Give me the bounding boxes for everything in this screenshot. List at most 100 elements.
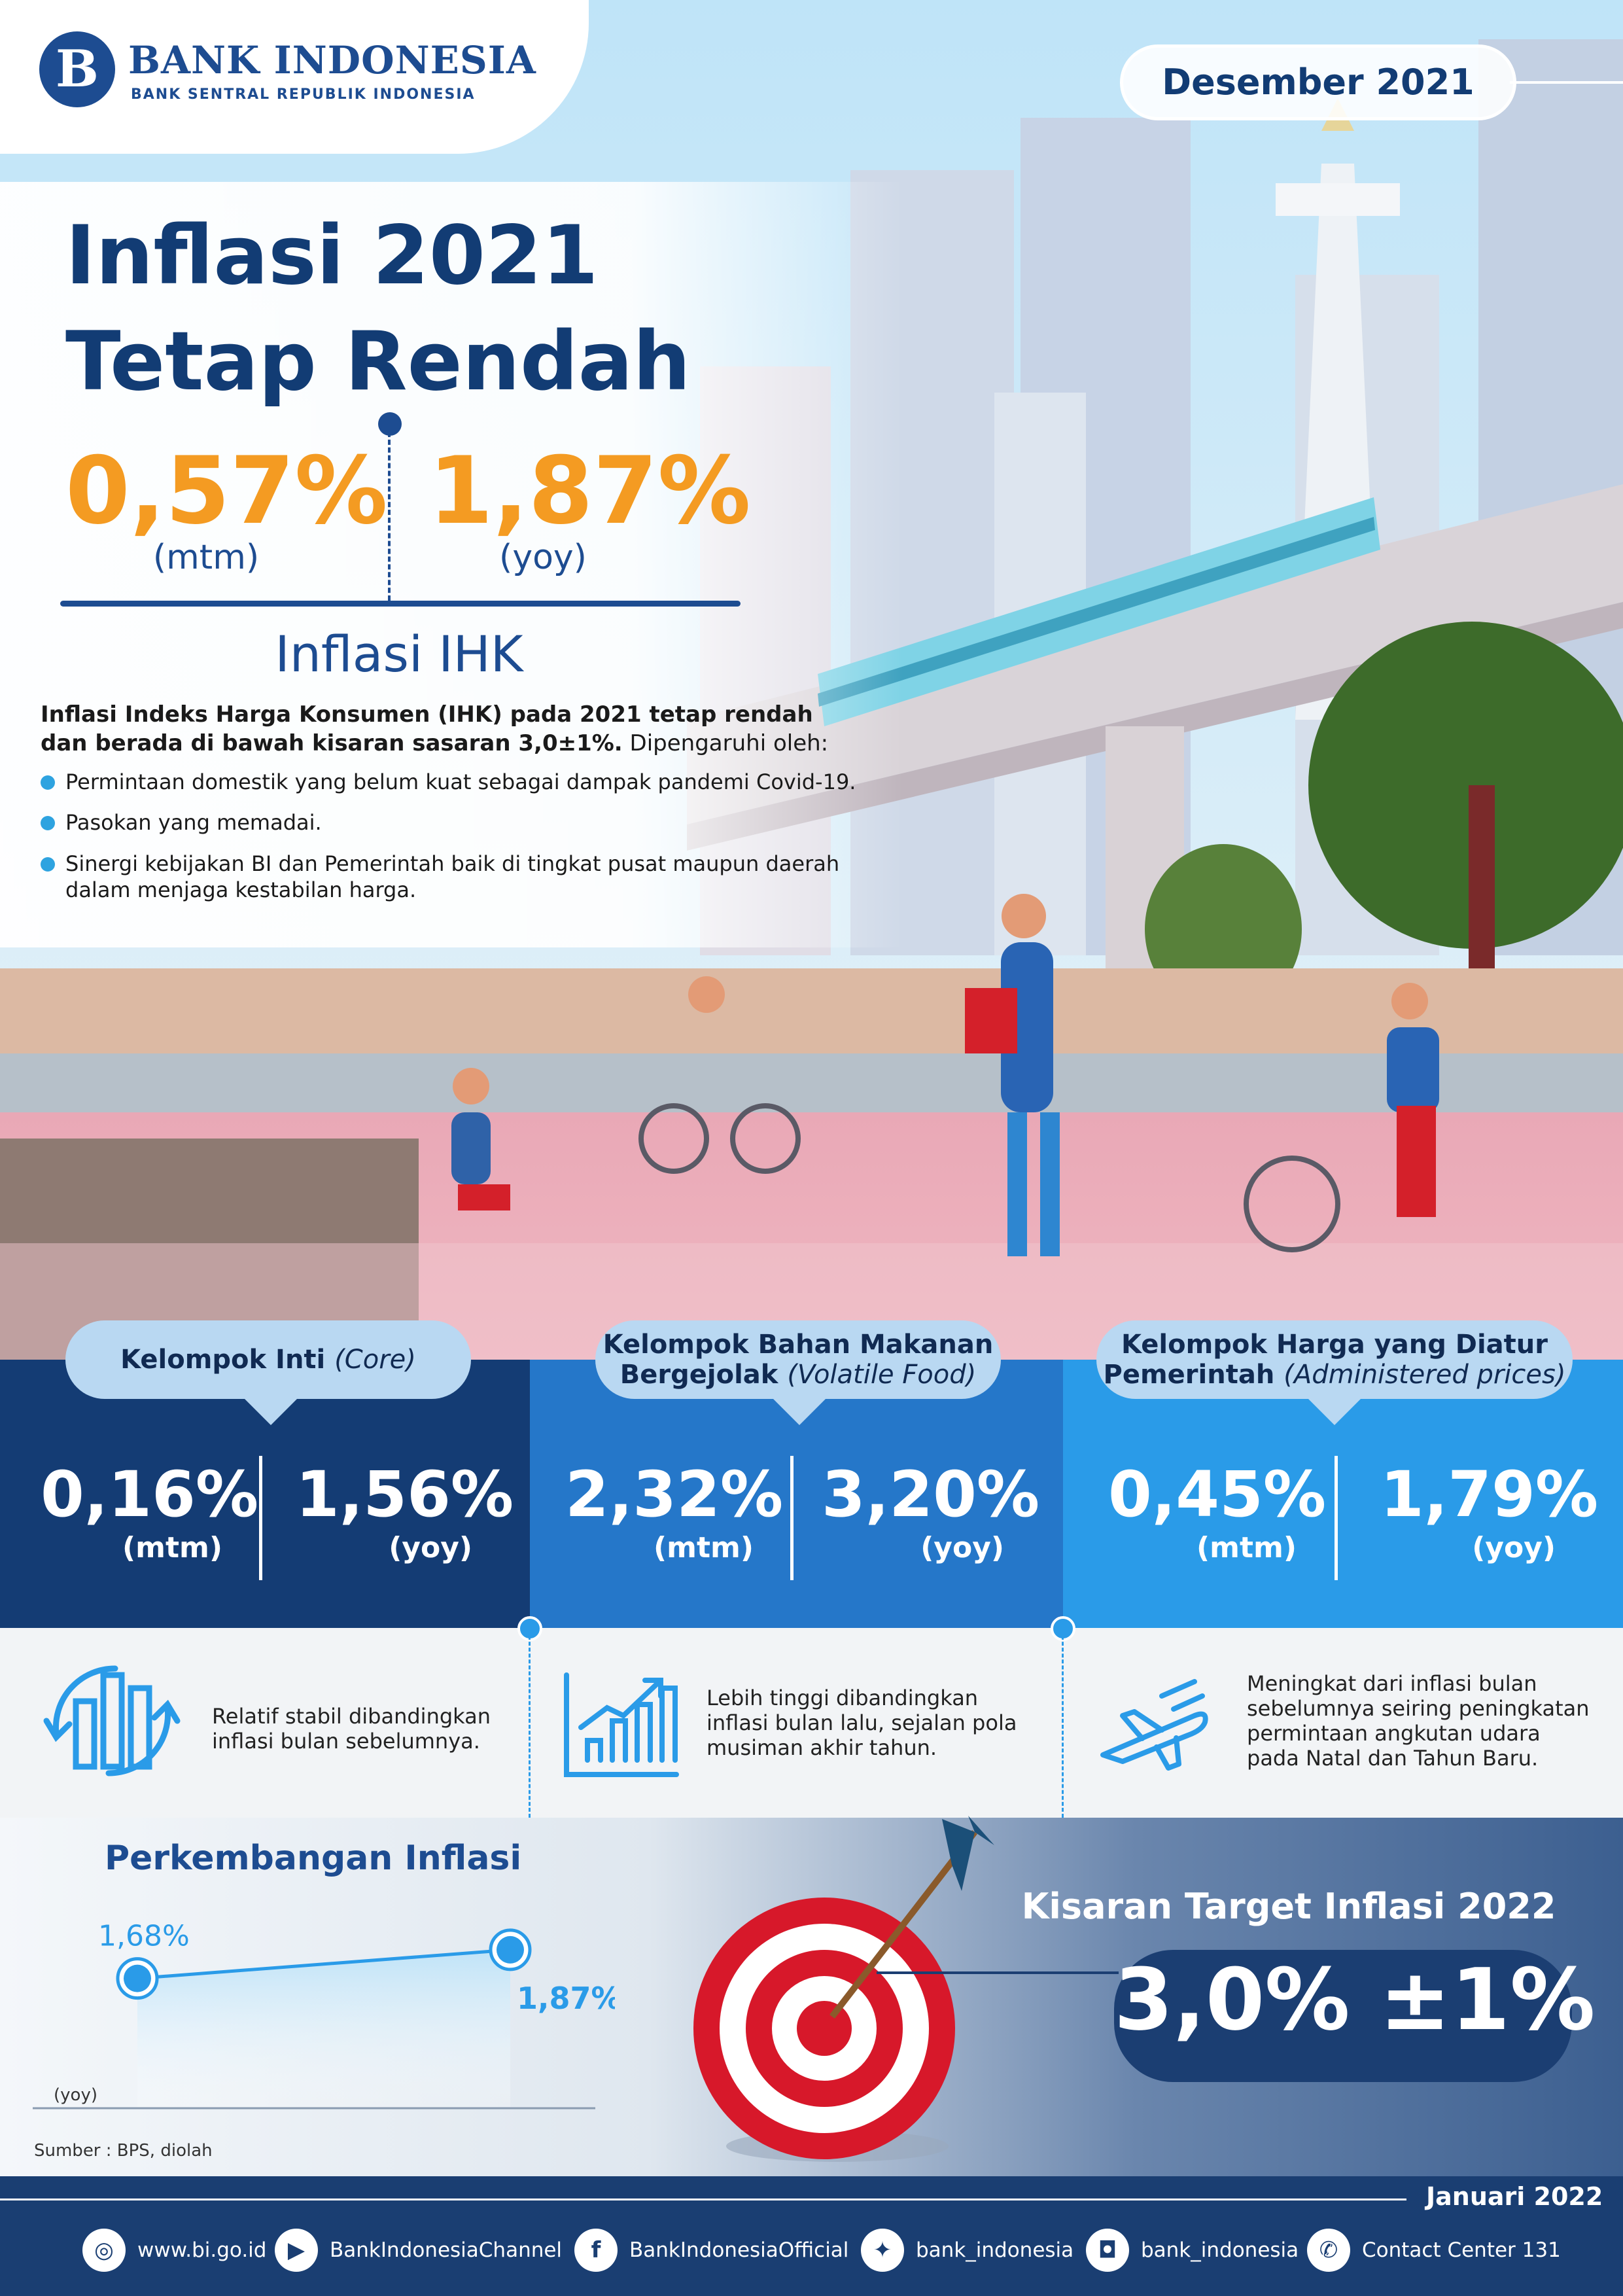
bullet-item: Pasokan yang memadai. [41, 809, 943, 836]
chart-point [497, 1935, 524, 1964]
chart-series-line [137, 1948, 511, 1981]
website-link[interactable]: ◎ www.bi.go.id [82, 2227, 266, 2273]
ihk-underline [60, 601, 741, 607]
group-core-description: Relatif stabil dibandingkan inflasi bula… [212, 1704, 526, 1754]
ihk-title: Inflasi IHK [275, 625, 523, 683]
group-core-label: Kelompok Inti (Core) [65, 1320, 471, 1399]
group-divider [790, 1456, 794, 1580]
chart-category-label: 2020 [114, 2132, 180, 2133]
ihk-yoy-label: (yoy) [499, 538, 587, 577]
group-volatile-food-yoy-value: 3,20% [822, 1458, 1040, 1531]
description-line: musiman akhir tahun. [707, 1735, 937, 1760]
inflation-trend-chart: 1,68% 1,87% (yoy) 2020 2021 [33, 1920, 615, 2133]
phone-icon: ✆ [1307, 2229, 1350, 2272]
youtube-play-icon: ▶ [275, 2229, 318, 2272]
rising-bars-icon [564, 1672, 679, 1777]
footer-divider [0, 2199, 1406, 2200]
pill-pointer [1307, 1398, 1362, 1425]
twitter-link-text: bank_indonesia [916, 2238, 1074, 2262]
description-line: Lebih tinggi dibandingkan [707, 1686, 979, 1710]
group-core-mtm-label: (mtm) [122, 1531, 222, 1564]
intro-paragraph-rest: Dipengaruhi oleh: [629, 730, 829, 756]
chart-point [124, 1964, 151, 1992]
group-core-yoy-value: 1,56% [296, 1458, 514, 1531]
instagram-link-text: bank_indonesia [1141, 2238, 1299, 2262]
group-divider [1335, 1456, 1338, 1580]
group-core-label-text: Kelompok Inti [120, 1345, 326, 1375]
group-volatile-food-mtm-label: (mtm) [654, 1531, 754, 1564]
group-descriptions-row [0, 1628, 1623, 1818]
group-administered-prices-label-line-1: Kelompok Harga yang Diatur [1121, 1330, 1548, 1360]
chart-area [137, 1949, 510, 2107]
bullet-text-line-1: Sinergi kebijakan BI dan Pemerintah baik… [65, 851, 840, 876]
pill-pointer [243, 1398, 298, 1425]
bullet-dot-icon [41, 816, 55, 830]
group-volatile-food-mtm-value: 2,32% [565, 1458, 784, 1531]
group-administered-prices-description: Meningkat dari inflasi bulan sebelumnya … [1247, 1671, 1613, 1771]
website-link-text: www.bi.go.id [137, 2238, 267, 2262]
description-line: inflasi bulan sebelumnya. [212, 1729, 480, 1754]
chart-value-label: 1,87% [517, 1981, 615, 2016]
twitter-bird-icon: ✦ [861, 2229, 904, 2272]
bullet-dot-icon [41, 775, 55, 790]
ihk-mtm-value: 0,57% [65, 437, 388, 545]
logo-name: BANK INDONESIA [128, 38, 536, 82]
chart-category-label: 2021 [471, 2132, 536, 2133]
logo-tagline: BANK SENTRAL REPUBLIK INDONESIA [131, 86, 476, 103]
group-administered-prices-mtm-value: 0,45% [1108, 1458, 1327, 1531]
group-core-yoy-label: (yoy) [389, 1531, 472, 1564]
instagram-link[interactable]: ◘ bank_indonesia [1086, 2227, 1299, 2273]
connector-dashed-line [529, 1636, 531, 1818]
group-volatile-food-yoy-label: (yoy) [920, 1531, 1004, 1564]
chart-value-label: 1,68% [98, 1920, 190, 1953]
ihk-yoy-value: 1,87% [428, 437, 751, 545]
group-divider [259, 1456, 262, 1580]
bullet-text-line-2: dalam menjaga kestabilan harga. [65, 877, 417, 902]
chart-y-label: (yoy) [54, 2085, 97, 2105]
facebook-link[interactable]: f BankIndonesiaOfficial [574, 2227, 848, 2273]
bullet-text: Sinergi kebijakan BI dan Pemerintah baik… [65, 851, 943, 903]
bullet-text: Permintaan domestik yang belum kuat seba… [65, 769, 856, 794]
bullet-item: Sinergi kebijakan BI dan Pemerintah baik… [41, 851, 943, 903]
intro-paragraph: Inflasi Indeks Harga Konsumen (IHK) pada… [41, 700, 891, 758]
header-divider [1510, 81, 1623, 84]
description-line: sebelumnya seiring peningkatan [1247, 1696, 1590, 1721]
description-line: permintaan angkutan udara [1247, 1721, 1541, 1746]
bullet-item: Permintaan domestik yang belum kuat seba… [41, 769, 943, 795]
group-administered-prices-mtm-label: (mtm) [1196, 1531, 1297, 1564]
twitter-link[interactable]: ✦ bank_indonesia [861, 2227, 1073, 2273]
group-administered-prices-yoy-label: (yoy) [1472, 1531, 1556, 1564]
bank-indonesia-logo-icon[interactable]: B [39, 31, 115, 107]
period-badge: Desember 2021 [1120, 44, 1516, 120]
ihk-mtm-label: (mtm) [152, 538, 260, 577]
contact-center-link[interactable]: ✆ Contact Center 131 [1307, 2227, 1561, 2273]
description-line: pada Natal dan Tahun Baru. [1247, 1746, 1539, 1771]
source-note: Sumber : BPS, diolah [34, 2141, 213, 2161]
group-administered-prices-yoy-value: 1,79% [1380, 1458, 1599, 1531]
description-line: Meningkat dari inflasi bulan [1247, 1671, 1537, 1696]
instagram-icon: ◘ [1086, 2229, 1129, 2272]
footer [0, 2176, 1623, 2296]
connector-dashed-line [1062, 1636, 1064, 1818]
title-line-1: Inflasi 2021 [65, 209, 599, 303]
group-volatile-food-label-line-1: Kelompok Bahan Makanan [602, 1330, 994, 1360]
page-title: Inflasi 2021 Tetap Rendah [65, 203, 691, 415]
group-volatile-food-description: Lebih tinggi dibandingkan inflasi bulan … [707, 1686, 1047, 1760]
group-core-mtm-value: 0,16% [41, 1458, 259, 1531]
bullet-text: Pasokan yang memadai. [65, 810, 322, 835]
youtube-link[interactable]: ▶ BankIndonesiaChannel [275, 2227, 562, 2273]
facebook-link-text: BankIndonesiaOfficial [629, 2238, 849, 2262]
pill-pointer [772, 1398, 827, 1425]
group-administered-prices-label: Kelompok Harga yang Diatur Pemerintah (A… [1096, 1320, 1573, 1399]
intro-paragraph-bold: Inflasi Indeks Harga Konsumen (IHK) pada… [41, 701, 813, 728]
description-line: Relatif stabil dibandingkan [212, 1704, 491, 1729]
airplane-icon [1100, 1679, 1208, 1771]
target-range-value: 3,0% ±1% [1114, 1950, 1595, 2082]
release-date: Januari 2022 [1426, 2182, 1603, 2211]
group-volatile-food-label: Kelompok Bahan Makanan Bergejolak (Volat… [595, 1320, 1001, 1399]
facebook-icon: f [574, 2229, 618, 2272]
target-dartboard-icon [693, 1816, 994, 2162]
group-core-label-en: (Core) [334, 1345, 416, 1375]
intro-panel [0, 182, 903, 947]
group-volatile-food-label-line-2: Bergejolak [620, 1360, 778, 1390]
